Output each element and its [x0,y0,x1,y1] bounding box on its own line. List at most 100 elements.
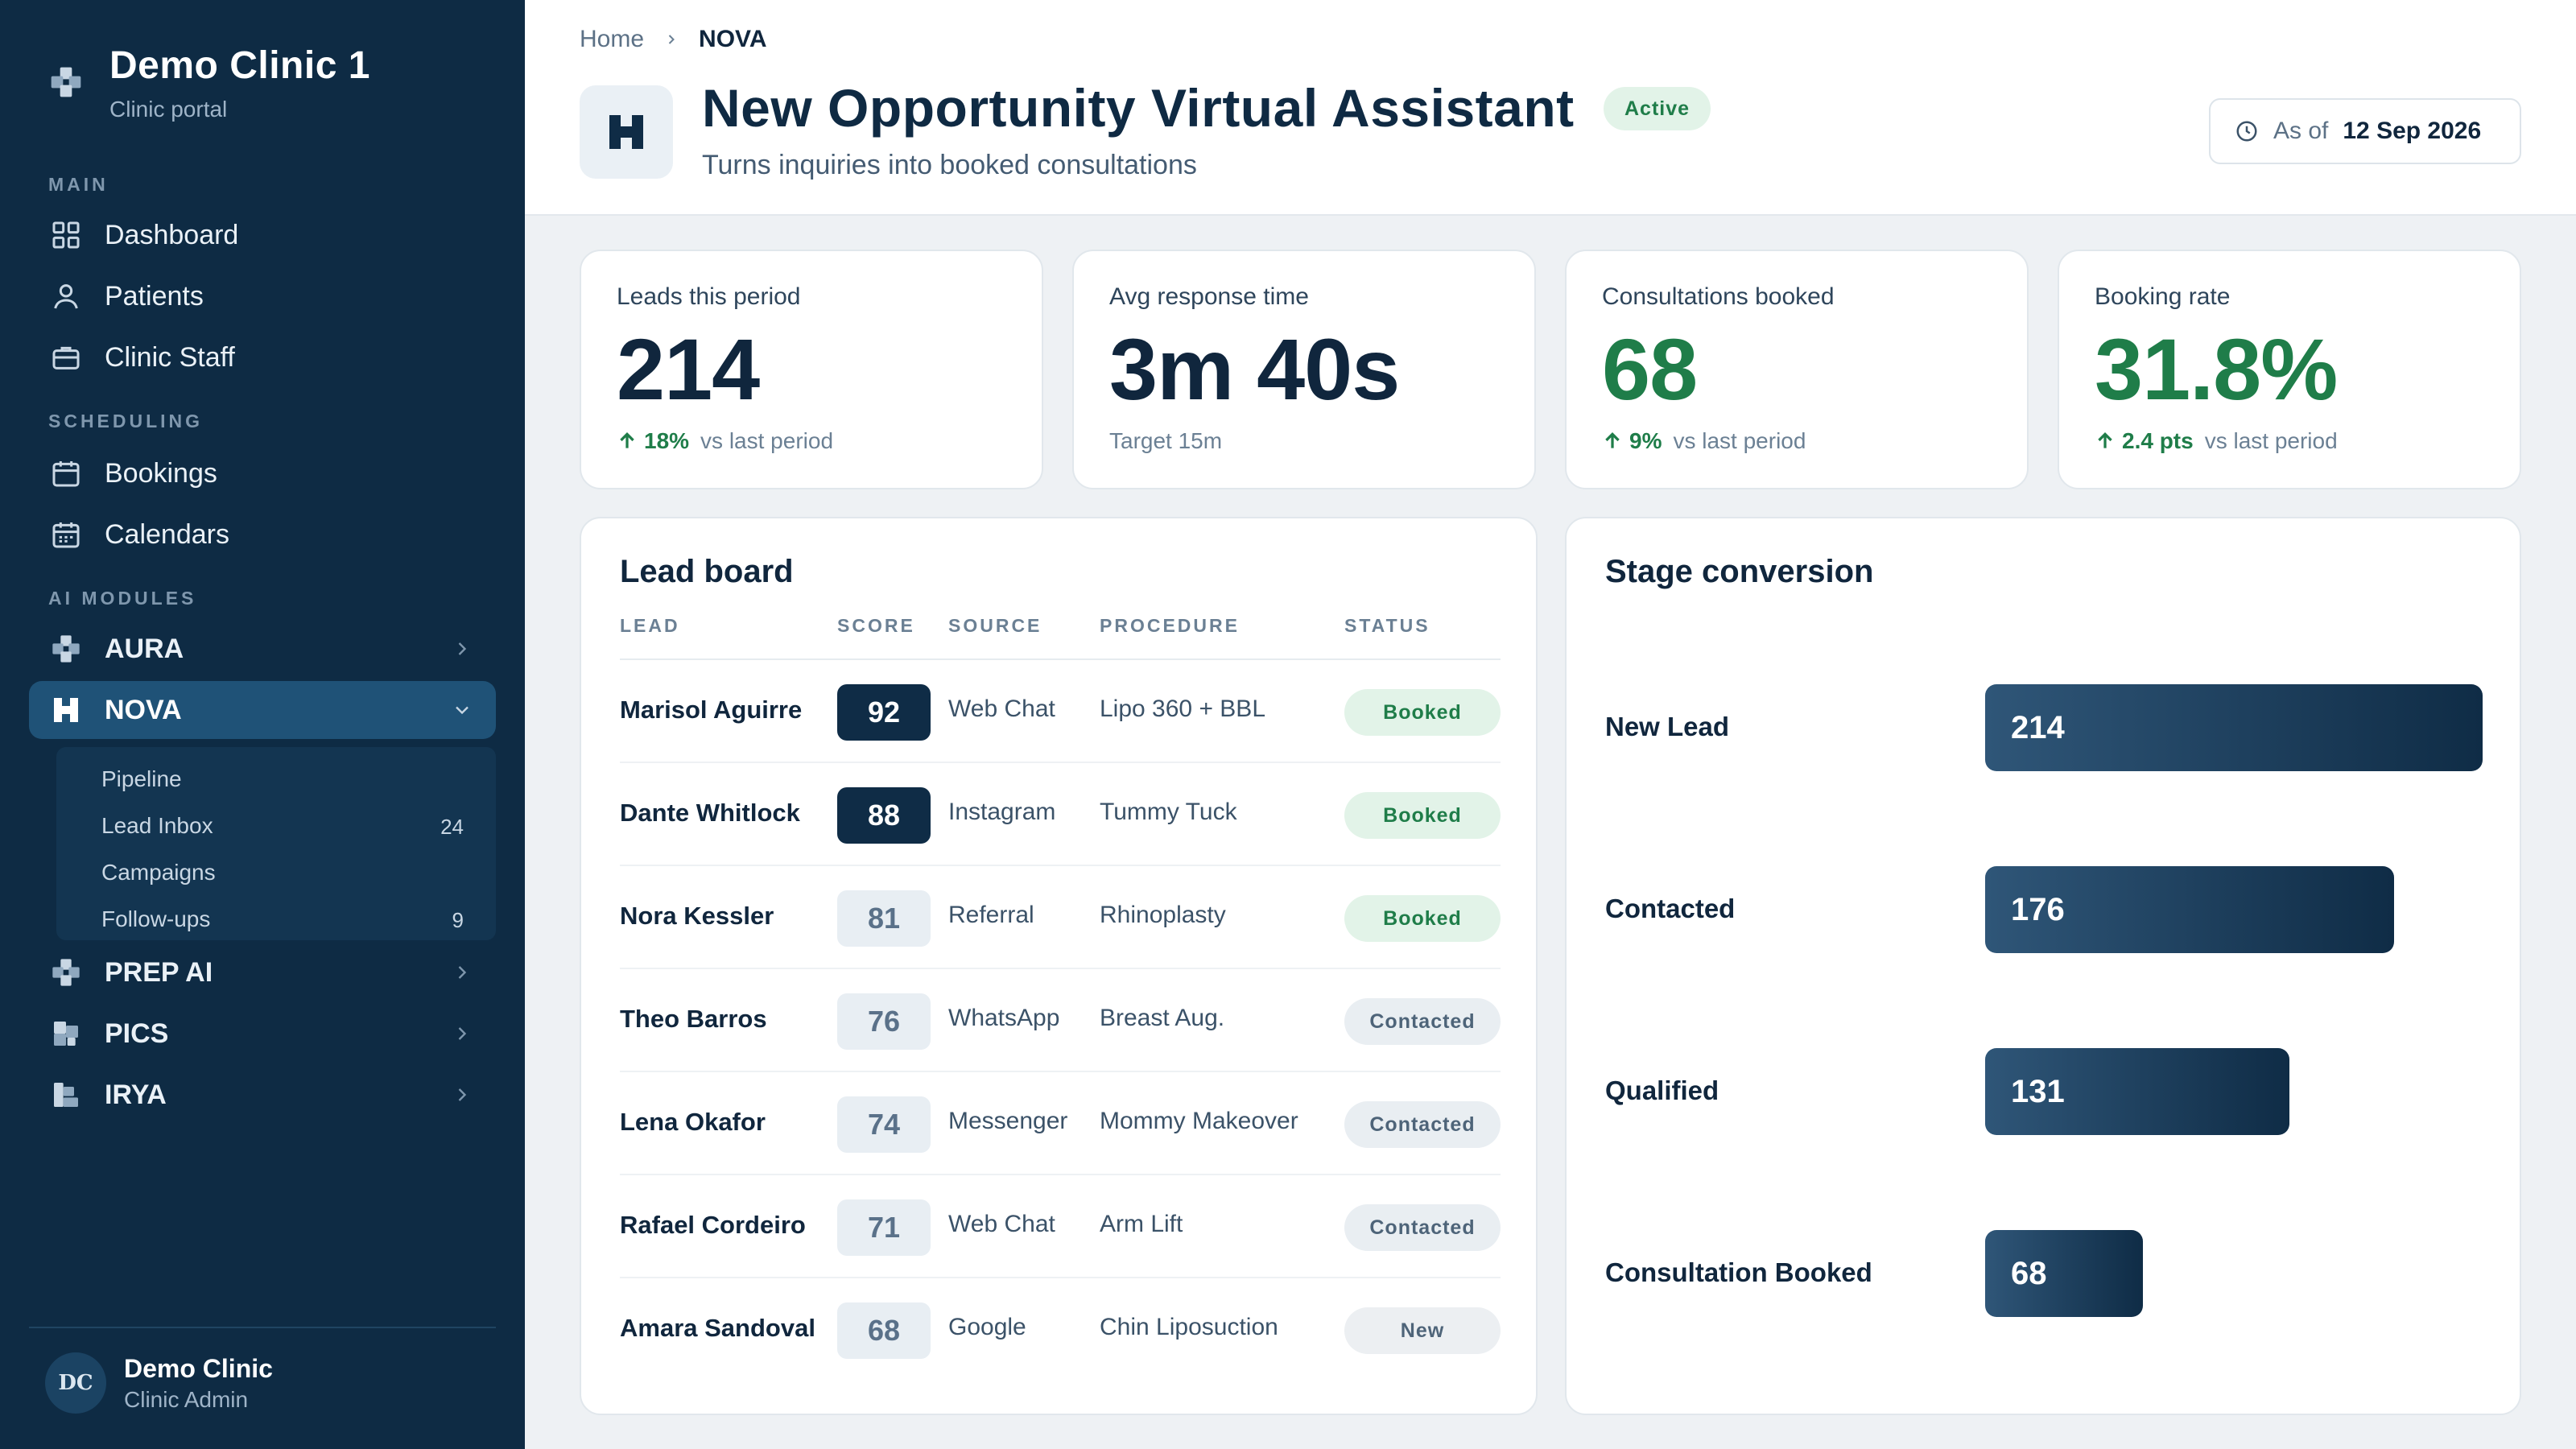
table-row[interactable]: Amara Sandoval 68 Google Chin Liposuctio… [620,1278,1501,1381]
stage-conversion: Stage conversion New Lead 214 Contacted 176… [1565,517,2521,1415]
brand-subtitle: Clinic portal [109,97,228,122]
avatar: DC [45,1352,106,1414]
kpi-card-response-time: Avg response time 3m 40s Target 15m [1072,250,1536,489]
sidebar-item-patients[interactable]: Patients [29,267,496,325]
kpi-label: Leads this period [617,283,801,310]
sidebar-item-bookings[interactable]: Bookings [29,444,496,502]
stage-label: Qualified [1605,1075,1719,1105]
sidebar-item-label: Calendars [105,518,229,550]
kpi-card-leads: Leads this period 214 18% vs last period [580,250,1043,489]
stage-bar: 176 [1985,866,2394,953]
clock-icon [2236,121,2257,142]
module-icon [48,631,84,667]
status-badge: Booked [1344,895,1501,942]
module-icon [51,67,81,97]
stage-bar: 68 [1985,1230,2143,1317]
user-name: Demo Clinic [124,1353,273,1383]
lead-inbox-count: 24 [440,815,464,839]
lead-name: Marisol Aguirre [620,696,803,724]
arrow-up-icon [1605,432,1620,448]
kpi-delta: 9% [1629,428,1662,453]
sidebar-item-label: PREP AI [105,956,213,988]
kpi-foot-text: vs last period [1673,428,1806,453]
module-icon [48,1077,84,1113]
chevron-right-icon [668,35,675,44]
grid-icon [48,217,84,253]
subnav-item-lead-inbox[interactable]: Lead Inbox [101,813,213,838]
table-row[interactable]: Dante Whitlock 88 Instagram Tummy Tuck B… [620,763,1501,866]
sidebar-item-label: Dashboard [105,219,239,250]
status-badge: Active [1604,87,1711,130]
kpi-label: Booking rate [2095,283,2231,310]
sidebar: Demo Clinic 1 Clinic portal MAIN Dashboa… [0,0,525,1449]
kpi-label: Avg response time [1109,283,1309,310]
chevron-down-icon [456,706,469,715]
stage-bar: 131 [1985,1048,2289,1135]
page-subtitle: Turns inquiries into booked consultation… [702,150,1197,180]
page-header: Home NOVA New Opportunity Virtual Assist… [525,0,2576,216]
sidebar-item-prep-ai[interactable]: PREP AI [29,943,496,1001]
lead-procedure: Breast Aug. [1100,1005,1225,1031]
subnav-item-pipeline[interactable]: Pipeline [101,766,182,791]
lead-source: Instagram [948,799,1056,825]
stage-conversion-title: Stage conversion [1605,554,1874,589]
lead-score: 71 [837,1199,931,1256]
status-badge: Booked [1344,792,1501,839]
column-header-procedure: PROCEDURE [1100,615,1240,636]
chevron-right-icon [458,1088,467,1101]
lead-score: 68 [837,1302,931,1359]
lead-source: Messenger [948,1108,1068,1134]
lead-procedure: Arm Lift [1100,1211,1183,1237]
breadcrumb-home-link[interactable]: Home [580,26,645,52]
as-of-date-picker[interactable]: As of 12 Sep 2026 [2209,98,2521,164]
module-icon [48,1016,84,1051]
sidebar-item-aura[interactable]: AURA [29,620,496,678]
lead-procedure: Tummy Tuck [1100,799,1237,825]
user-profile[interactable]: DC Demo Clinic Clinic Admin [45,1352,273,1414]
table-row[interactable]: Rafael Cordeiro 71 Web Chat Arm Lift Con… [620,1175,1501,1278]
lead-score: 74 [837,1096,931,1153]
arrow-up-icon [620,432,634,448]
stage-bar: 214 [1985,684,2483,771]
brand-title: Demo Clinic 1 [109,44,370,87]
stage-value: 176 [2011,891,2065,927]
stage-label: Contacted [1605,894,1736,923]
table-row[interactable]: Marisol Aguirre 92 Web Chat Lipo 360 + B… [620,660,1501,763]
stage-value: 68 [2011,1255,2047,1291]
kpi-delta: 18% [644,428,690,453]
status-badge: Contacted [1344,1204,1501,1251]
kpi-value: 3m 40s [1109,320,1400,418]
sidebar-item-label: AURA [105,633,184,664]
chevron-right-icon [458,642,467,655]
table-row[interactable]: Nora Kessler 81 Referral Rhinoplasty Boo… [620,866,1501,969]
stage-value: 214 [2011,709,2065,745]
status-badge: Booked [1344,689,1501,736]
as-of-date: 12 Sep 2026 [2343,118,2482,144]
kpi-foot-text: Target 15m [1109,428,1223,453]
sidebar-item-nova[interactable]: NOVA [29,681,496,739]
table-row[interactable]: Theo Barros 76 WhatsApp Breast Aug. Cont… [620,969,1501,1072]
sidebar-item-calendars[interactable]: Calendars [29,506,496,564]
lead-score: 76 [837,993,931,1050]
subnav-item-campaigns[interactable]: Campaigns [101,860,216,885]
sidebar-item-pics[interactable]: PICS [29,1005,496,1063]
sidebar-item-clinic-staff[interactable]: Clinic Staff [29,328,496,386]
lead-source: Referral [948,902,1034,928]
lead-name: Nora Kessler [620,902,774,930]
page-title: New Opportunity Virtual Assistant [702,78,1575,138]
subnav-item-follow-ups[interactable]: Follow-ups [101,906,211,931]
module-icon [48,955,84,990]
table-row[interactable]: Lena Okafor 74 Messenger Mommy Makeover … [620,1072,1501,1175]
user-icon [48,279,84,314]
sidebar-item-irya[interactable]: IRYA [29,1066,496,1124]
breadcrumb-current: NOVA [699,26,767,52]
lead-source: WhatsApp [948,1005,1060,1031]
nova-icon [48,692,84,728]
lead-name: Lena Okafor [620,1108,766,1136]
as-of-label: As of [2273,118,2329,144]
briefcase-icon [48,340,84,375]
lead-name: Dante Whitlock [620,799,800,827]
sidebar-item-dashboard[interactable]: Dashboard [29,206,496,264]
lead-score: 88 [837,787,931,844]
nova-icon [580,85,673,179]
